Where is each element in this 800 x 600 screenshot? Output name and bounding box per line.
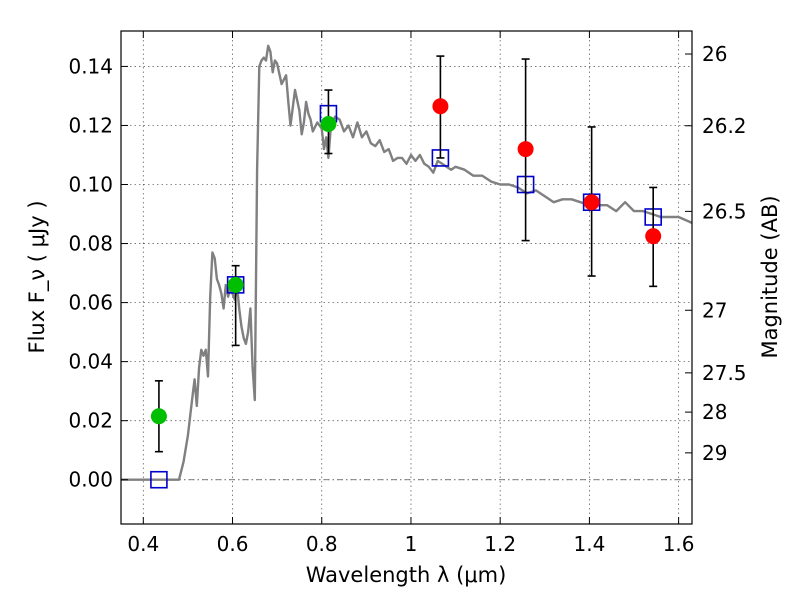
data-point bbox=[150, 408, 167, 425]
y-tick-label: 0.12 bbox=[68, 113, 113, 137]
x-tick-label: 1.4 bbox=[573, 532, 605, 556]
x-tick-label: 1 bbox=[405, 532, 418, 556]
y-tick-label: 0.04 bbox=[68, 350, 113, 374]
y-tick-label: 0.02 bbox=[68, 409, 113, 433]
y-axis: 0.00 0.02 0.04 0.06 0.08 0.10 0.12 0.14 bbox=[68, 54, 128, 492]
model-square-marker bbox=[150, 470, 168, 489]
data-point bbox=[320, 115, 337, 132]
grid bbox=[121, 31, 692, 524]
magnitude-tick-label: 26.5 bbox=[702, 199, 747, 223]
magnitude-tick-label: 26 bbox=[702, 42, 727, 66]
data-point bbox=[517, 141, 534, 158]
y-tick-label: 0.10 bbox=[68, 173, 113, 197]
plot-background bbox=[121, 31, 692, 524]
magnitude-tick-label: 27.5 bbox=[702, 361, 747, 385]
plot-frame bbox=[120, 30, 693, 525]
x-tick-label: 1.6 bbox=[663, 532, 695, 556]
x-tick-label: 0.6 bbox=[217, 532, 249, 556]
y-tick-label: 0.08 bbox=[68, 232, 113, 256]
x-tick-label: 0.8 bbox=[306, 532, 338, 556]
data-point bbox=[645, 228, 662, 245]
data-point bbox=[432, 98, 449, 115]
x-tick-label: 1.2 bbox=[484, 532, 516, 556]
magnitude-tick-label: 26.2 bbox=[702, 114, 747, 138]
y2-axis-label: Magnitude (AB) bbox=[758, 195, 782, 358]
x-tick-label: 0.4 bbox=[127, 532, 159, 556]
x-axis: 0.4 0.6 0.8 1 1.2 1.4 1.6 bbox=[127, 31, 695, 556]
magnitude-tick-label: 29 bbox=[702, 441, 727, 465]
y-tick-label: 0.00 bbox=[68, 468, 113, 492]
y-axis-label: Flux F_ν ( μJy ) bbox=[25, 200, 50, 353]
series-layer bbox=[121, 44, 693, 489]
x-axis-label: Wavelength λ (μm) bbox=[306, 563, 507, 587]
magnitude-tick-label: 28 bbox=[702, 400, 727, 424]
magnitude-tick-label: 27 bbox=[702, 298, 727, 322]
y-tick-label: 0.14 bbox=[68, 54, 113, 78]
y-tick-label: 0.06 bbox=[68, 291, 113, 315]
data-point bbox=[583, 194, 600, 211]
data-point bbox=[227, 276, 244, 293]
magnitude-axis: 26 26.2 26.5 27 27.5 28 29 bbox=[685, 42, 747, 465]
